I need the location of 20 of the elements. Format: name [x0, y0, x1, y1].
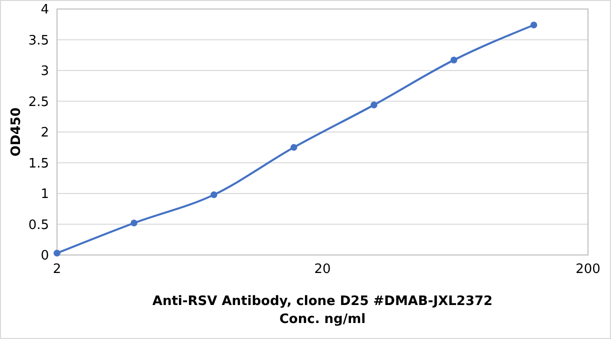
point: [290, 144, 298, 151]
x-axis-title: Anti-RSV Antibody, clone D25 #DMAB-JXL2372 Conc. ng/ml: [152, 294, 493, 327]
point: [450, 56, 458, 64]
x-tick-label: 200: [576, 262, 600, 277]
y-tick-label: 2: [40, 126, 49, 141]
y-tick-label: 1: [40, 187, 49, 202]
x-tick-label: 20: [314, 262, 331, 277]
y-tick-label: 4: [40, 2, 49, 18]
y-tick-label: 0: [40, 248, 49, 264]
y-tick-label: 1.5: [28, 156, 49, 172]
y-tick-label: 3: [40, 64, 49, 80]
y-axis-title: OD450: [9, 108, 24, 156]
x-tick-label: 2: [52, 262, 62, 277]
point: [370, 102, 378, 108]
point: [130, 220, 138, 226]
y-tick-label: 2.5: [28, 94, 49, 110]
y-tick-label: 0.5: [28, 218, 49, 233]
point: [210, 191, 218, 198]
point: [530, 22, 538, 28]
y-tick-label: 3.5: [28, 33, 49, 48]
